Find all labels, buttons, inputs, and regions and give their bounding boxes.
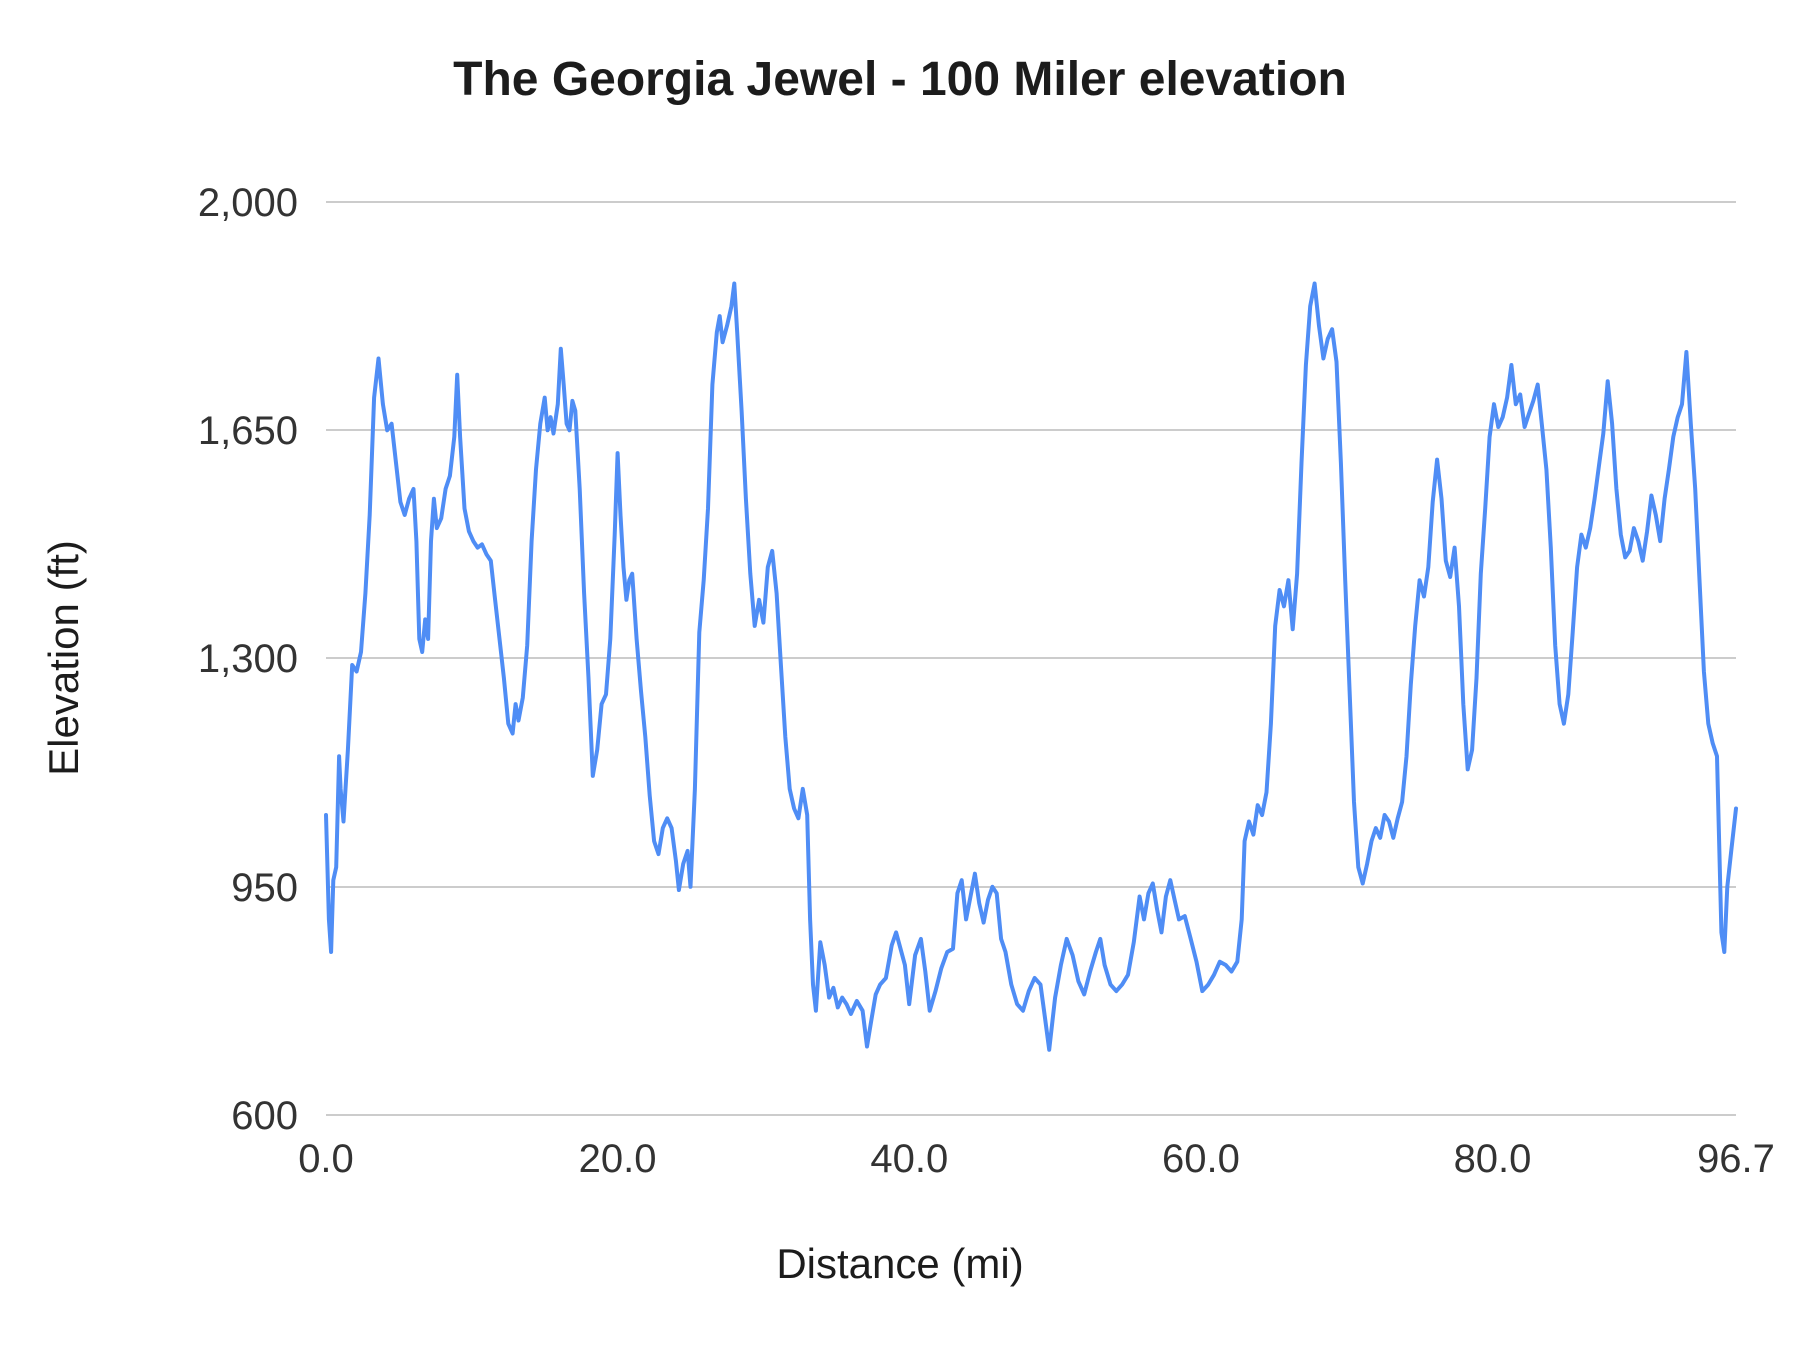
x-tick-label: 96.7 [1697, 1137, 1775, 1181]
chart-title: The Georgia Jewel - 100 Miler elevation [453, 53, 1347, 106]
x-tick-label: 80.0 [1454, 1137, 1532, 1181]
x-axis-title: Distance (mi) [776, 1240, 1023, 1287]
y-tick-label: 600 [231, 1094, 298, 1138]
y-tick-label: 1,650 [198, 409, 298, 453]
x-tick-label: 20.0 [579, 1137, 657, 1181]
y-tick-label: 1,300 [198, 637, 298, 681]
y-tick-label: 2,000 [198, 181, 298, 225]
y-axis-title: Elevation (ft) [40, 540, 87, 776]
elevation-line-series [324, 281, 1738, 1052]
x-tick-label: 40.0 [870, 1137, 948, 1181]
y-axis-tick-labels: 2,000 1,650 1,300 950 600 [198, 181, 298, 1138]
gridlines [326, 201, 1736, 1116]
x-tick-label: 60.0 [1162, 1137, 1240, 1181]
x-tick-label: 0.0 [298, 1137, 354, 1181]
x-axis-tick-labels: 0.0 20.0 40.0 60.0 80.0 96.7 [298, 1137, 1775, 1181]
y-tick-label: 950 [231, 866, 298, 910]
